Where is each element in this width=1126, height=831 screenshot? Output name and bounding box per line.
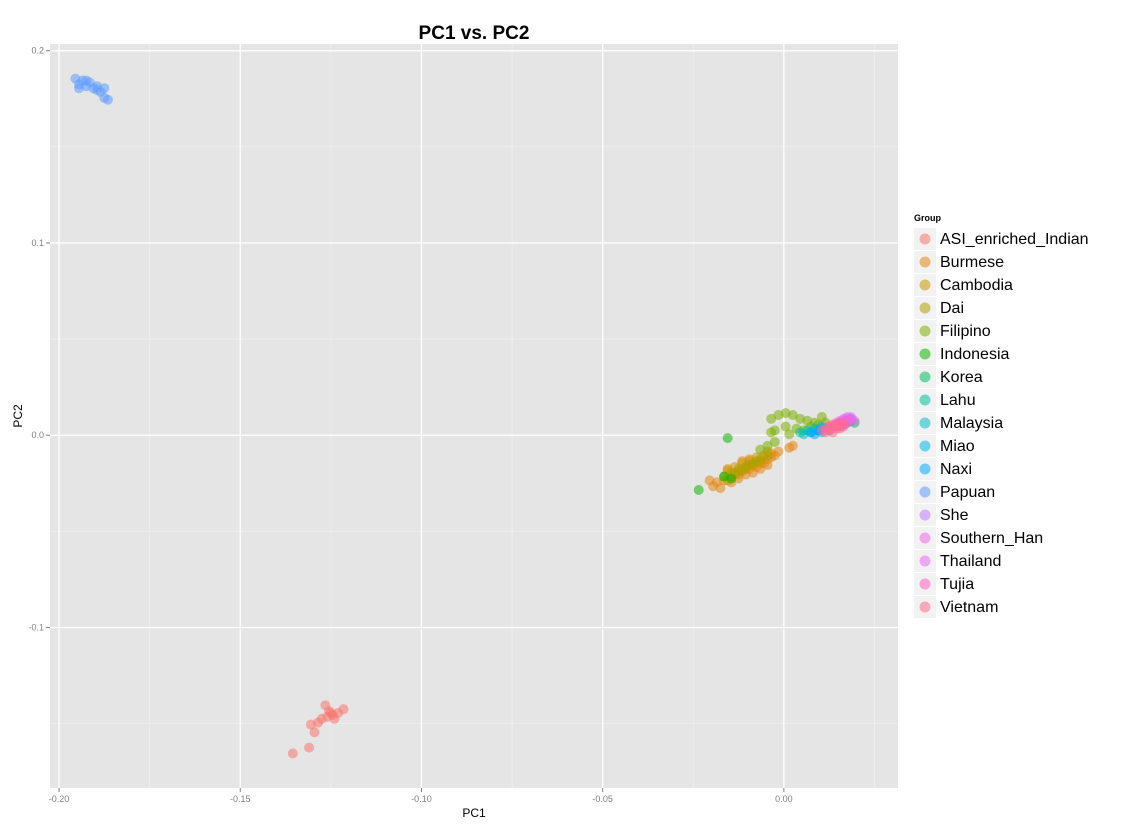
legend-item-label: She: [940, 507, 969, 524]
legend-item-label: Southern_Han: [940, 530, 1043, 547]
data-points: [70, 73, 860, 759]
legend-key-dot: [919, 601, 931, 613]
chart-title: PC1 vs. PC2: [419, 23, 530, 44]
y-tick-label: 0.1: [31, 238, 44, 248]
legend-key-dot: [919, 394, 931, 406]
legend-title: Group: [914, 213, 941, 223]
data-point: [309, 727, 320, 738]
data-point: [704, 475, 715, 486]
legend-item-label: Naxi: [940, 461, 972, 478]
legend: Group ASI_enriched_Indian Burmese Cambodia…: [914, 213, 1089, 618]
data-point: [762, 450, 773, 461]
legend-item-label: ASI_enriched_Indian: [940, 231, 1089, 248]
legend-key-dot: [919, 256, 931, 268]
legend-key-dot: [919, 486, 931, 498]
legend-item-label: Thailand: [940, 553, 1001, 570]
legend-key-dot: [919, 348, 931, 360]
x-tick-label: -0.05: [592, 794, 613, 804]
x-tick-label: -0.20: [49, 794, 70, 804]
legend-key-dot: [919, 302, 931, 314]
legend-key-dot: [919, 463, 931, 475]
legend-item-label: Papuan: [940, 484, 995, 501]
data-point: [820, 427, 831, 438]
legend-item-label: Burmese: [940, 254, 1004, 271]
data-point: [835, 423, 846, 434]
data-point: [693, 485, 704, 496]
legend-item-label: Dai: [940, 300, 964, 317]
legend-item-label: Lahu: [940, 392, 976, 409]
legend-key-dot: [919, 578, 931, 590]
data-point: [751, 456, 762, 467]
y-axis-title: PC2: [11, 404, 25, 428]
data-point: [287, 748, 298, 759]
data-point: [715, 483, 726, 494]
data-point: [304, 742, 315, 753]
data-point: [338, 704, 349, 715]
legend-key-dot: [919, 279, 931, 291]
y-tick-label: 0.0: [31, 430, 44, 440]
data-point: [722, 433, 733, 444]
data-point: [787, 440, 798, 451]
legend-item-label: Cambodia: [940, 277, 1013, 294]
legend-key-dot: [919, 233, 931, 245]
legend-item-label: Tujia: [940, 576, 974, 593]
x-axis-ticks: -0.20 -0.15 -0.10 -0.05 0.00: [49, 788, 793, 804]
legend-key-dot: [919, 555, 931, 567]
legend-key-dot: [919, 509, 931, 521]
y-axis-ticks: -0.1 0.0 0.1 0.2: [28, 46, 50, 632]
data-point: [755, 444, 766, 455]
legend-key-dot: [919, 417, 931, 429]
legend-item-label: Miao: [940, 438, 975, 455]
y-tick-label: -0.1: [28, 622, 44, 632]
legend-item-label: Filipino: [940, 323, 991, 340]
data-point: [780, 421, 791, 432]
data-point: [327, 709, 338, 720]
x-axis-title: PC1: [462, 806, 486, 820]
data-point: [99, 83, 110, 94]
legend-key-dot: [919, 371, 931, 383]
legend-item-label: Malaysia: [940, 415, 1003, 432]
legend-key-dot: [919, 325, 931, 337]
data-point: [784, 429, 795, 440]
data-point: [102, 94, 113, 105]
legend-item-label: Korea: [940, 369, 983, 386]
data-point: [81, 75, 92, 86]
data-point: [769, 436, 780, 447]
plot-panel: [50, 44, 898, 788]
x-tick-label: -0.15: [230, 794, 251, 804]
legend-item-label: Vietnam: [940, 599, 998, 616]
x-tick-label: -0.10: [411, 794, 432, 804]
x-tick-label: 0.00: [775, 794, 793, 804]
y-tick-label: 0.2: [31, 46, 44, 56]
data-point: [726, 473, 737, 484]
legend-item-label: Indonesia: [940, 346, 1009, 363]
data-point: [766, 427, 777, 438]
legend-key-dot: [919, 440, 931, 452]
data-point: [73, 83, 84, 94]
data-point: [737, 465, 748, 476]
legend-key-dot: [919, 532, 931, 544]
